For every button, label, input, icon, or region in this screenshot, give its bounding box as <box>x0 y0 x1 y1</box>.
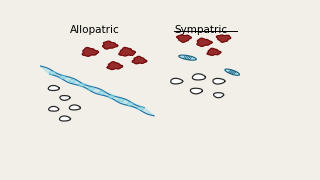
Text: Allopatric: Allopatric <box>70 25 119 35</box>
Polygon shape <box>69 105 80 110</box>
Polygon shape <box>60 116 70 121</box>
Polygon shape <box>213 78 225 84</box>
Ellipse shape <box>108 95 114 98</box>
Text: Sympatric: Sympatric <box>174 25 227 35</box>
Ellipse shape <box>179 55 196 60</box>
Ellipse shape <box>69 80 76 83</box>
Ellipse shape <box>49 71 55 75</box>
Polygon shape <box>107 62 123 69</box>
Polygon shape <box>119 48 135 56</box>
Polygon shape <box>213 93 224 98</box>
Ellipse shape <box>118 99 124 102</box>
Polygon shape <box>171 78 183 84</box>
Ellipse shape <box>138 107 144 110</box>
Polygon shape <box>177 35 191 42</box>
Polygon shape <box>197 38 212 46</box>
Polygon shape <box>190 88 203 94</box>
Polygon shape <box>40 66 154 116</box>
Ellipse shape <box>99 91 105 94</box>
Polygon shape <box>82 48 99 56</box>
Ellipse shape <box>79 83 85 86</box>
Polygon shape <box>103 41 118 49</box>
Polygon shape <box>49 106 59 111</box>
Polygon shape <box>60 96 70 100</box>
Ellipse shape <box>60 76 66 79</box>
Ellipse shape <box>225 69 240 75</box>
Polygon shape <box>48 86 59 91</box>
Ellipse shape <box>88 87 94 90</box>
Ellipse shape <box>127 103 133 106</box>
Polygon shape <box>192 74 205 80</box>
Polygon shape <box>207 48 221 55</box>
Polygon shape <box>132 56 147 64</box>
Polygon shape <box>216 35 231 42</box>
